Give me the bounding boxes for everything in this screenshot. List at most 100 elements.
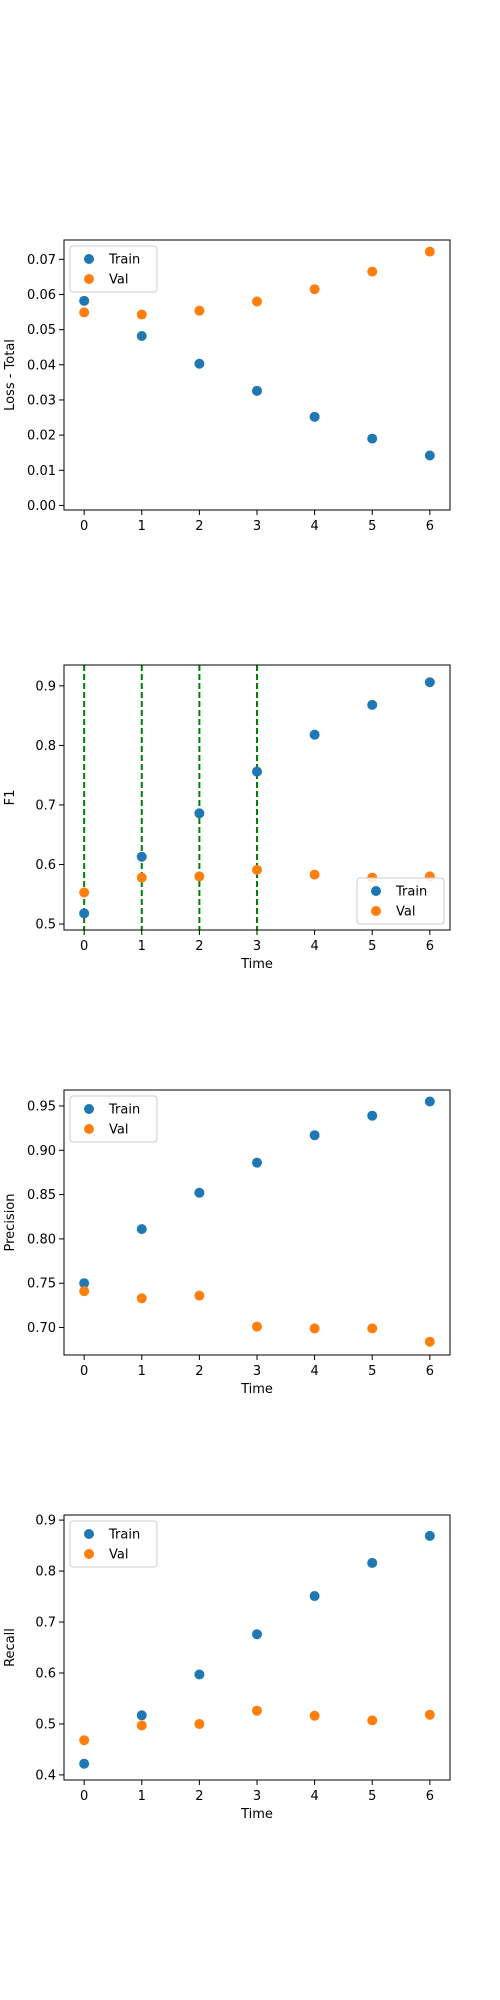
y-tick-label: 0.01 bbox=[27, 464, 56, 479]
data-point-train bbox=[309, 1591, 320, 1602]
y-tick-label: 0.05 bbox=[27, 323, 56, 338]
data-point-train bbox=[136, 1710, 147, 1721]
y-tick-label: 0.07 bbox=[27, 253, 56, 268]
data-point-train bbox=[252, 1629, 262, 1640]
x-tick-label: 4 bbox=[310, 1789, 318, 1804]
data-point-val bbox=[79, 887, 90, 898]
legend-marker-train bbox=[84, 1104, 94, 1114]
legend-marker-train bbox=[84, 254, 94, 264]
x-tick-label: 4 bbox=[310, 939, 318, 954]
data-point-val bbox=[136, 872, 147, 883]
y-tick-label: 0.5 bbox=[35, 1717, 56, 1732]
x-tick-label: 5 bbox=[368, 519, 376, 534]
y-tick-label: 0.03 bbox=[27, 393, 56, 408]
data-point-val bbox=[79, 1286, 90, 1297]
y-tick-label: 0.6 bbox=[35, 858, 56, 873]
data-point-train bbox=[367, 1110, 378, 1121]
legend-marker-train bbox=[371, 886, 381, 896]
y-tick-label: 0.85 bbox=[27, 1188, 56, 1203]
x-axis-label: Time bbox=[240, 1807, 273, 1822]
data-point-val bbox=[424, 246, 435, 257]
x-tick-label: 2 bbox=[195, 939, 203, 954]
y-tick-label: 0.9 bbox=[35, 1514, 56, 1529]
y-tick-label: 0.75 bbox=[27, 1277, 56, 1292]
data-point-train bbox=[424, 677, 435, 688]
legend-label-val: Val bbox=[109, 1123, 128, 1138]
data-point-val bbox=[252, 296, 262, 307]
x-tick-label: 0 bbox=[80, 519, 88, 534]
legend-label-val: Val bbox=[396, 905, 415, 920]
x-tick-label: 1 bbox=[138, 939, 146, 954]
y-tick-label: 0.7 bbox=[35, 798, 56, 813]
data-point-val bbox=[194, 871, 205, 882]
data-point-train bbox=[309, 729, 320, 740]
x-axis-label: Time bbox=[240, 957, 273, 972]
legend-marker-val bbox=[371, 906, 381, 916]
y-tick-label: 0.4 bbox=[35, 1768, 56, 1783]
y-tick-label: 0.90 bbox=[27, 1144, 56, 1159]
data-point-val bbox=[367, 266, 378, 277]
data-point-train bbox=[136, 851, 147, 862]
x-tick-label: 5 bbox=[368, 939, 376, 954]
legend-label-train: Train bbox=[108, 1103, 140, 1118]
legend-marker-train bbox=[84, 1529, 94, 1539]
y-tick-label: 0.5 bbox=[35, 918, 56, 933]
legend-label-train: Train bbox=[395, 885, 427, 900]
chart-panel-1: 0 1 2 3 4 5 6 0.00 0.01 0.02 0.03 0.04 0.05 0.06 0.07 L… bbox=[3, 239, 451, 534]
legend-marker-val bbox=[84, 274, 94, 284]
data-point-val bbox=[424, 1709, 435, 1720]
x-tick-label: 2 bbox=[195, 519, 203, 534]
data-point-train bbox=[136, 330, 147, 341]
y-tick-label: 0.00 bbox=[27, 499, 56, 514]
data-point-train bbox=[424, 450, 435, 461]
data-point-train bbox=[252, 766, 262, 777]
data-point-train bbox=[194, 358, 205, 369]
legend-label-val: Val bbox=[109, 1548, 128, 1563]
data-point-train bbox=[309, 411, 320, 422]
legend-label-val: Val bbox=[109, 273, 128, 288]
x-tick-label: 3 bbox=[253, 939, 261, 954]
data-point-val bbox=[194, 1718, 205, 1729]
y-tick-label: 0.80 bbox=[27, 1232, 56, 1247]
y-tick-label: 0.06 bbox=[27, 288, 56, 303]
data-point-train bbox=[367, 1557, 378, 1568]
legend: Train Val bbox=[356, 877, 445, 925]
legend: Train Val bbox=[69, 1520, 158, 1568]
legend-marker-val bbox=[84, 1124, 94, 1134]
x-tick-label: 4 bbox=[310, 519, 318, 534]
y-axis-label: Recall bbox=[3, 1628, 18, 1667]
data-point-train bbox=[136, 1224, 147, 1235]
data-point-train bbox=[194, 808, 205, 819]
x-tick-label: 4 bbox=[310, 1364, 318, 1379]
y-tick-label: 0.02 bbox=[27, 429, 56, 444]
data-point-train bbox=[367, 433, 378, 444]
y-tick-label: 0.7 bbox=[35, 1616, 56, 1631]
data-point-train bbox=[367, 699, 378, 710]
chart-panel-4: 0 1 2 3 4 5 6 0.4 0.5 0.6 0.7 0.8 0.9 Time Recall Train… bbox=[3, 1514, 451, 1822]
data-point-train bbox=[252, 385, 262, 396]
y-tick-label: 0.6 bbox=[35, 1666, 56, 1681]
data-point-val bbox=[79, 307, 90, 318]
y-axis-label: Precision bbox=[3, 1193, 18, 1251]
y-tick-label: 0.70 bbox=[27, 1321, 56, 1336]
data-point-val bbox=[136, 1293, 147, 1304]
data-point-train bbox=[79, 1758, 90, 1769]
x-tick-label: 6 bbox=[426, 939, 434, 954]
data-point-val bbox=[194, 1290, 205, 1301]
x-tick-label: 3 bbox=[253, 519, 261, 534]
x-tick-label: 3 bbox=[253, 1364, 261, 1379]
chart-panel-2: 0 1 2 3 4 5 6 0.5 0.6 0.7 0.8 0.9 Time F1 Train Val bbox=[3, 664, 451, 972]
data-point-val bbox=[309, 1323, 320, 1334]
x-tick-label: 2 bbox=[195, 1364, 203, 1379]
y-tick-label: 0.9 bbox=[35, 679, 56, 694]
x-tick-label: 1 bbox=[138, 1789, 146, 1804]
legend-label-train: Train bbox=[108, 253, 140, 268]
chart-panel-3: 0 1 2 3 4 5 6 0.70 0.75 0.80 0.85 0.90 0.95 Time Preci… bbox=[3, 1089, 451, 1397]
data-point-train bbox=[194, 1669, 205, 1680]
x-tick-label: 0 bbox=[80, 1789, 88, 1804]
y-tick-label: 0.04 bbox=[27, 358, 56, 373]
data-point-train bbox=[194, 1187, 205, 1198]
x-tick-label: 1 bbox=[138, 1364, 146, 1379]
x-tick-label: 1 bbox=[138, 519, 146, 534]
